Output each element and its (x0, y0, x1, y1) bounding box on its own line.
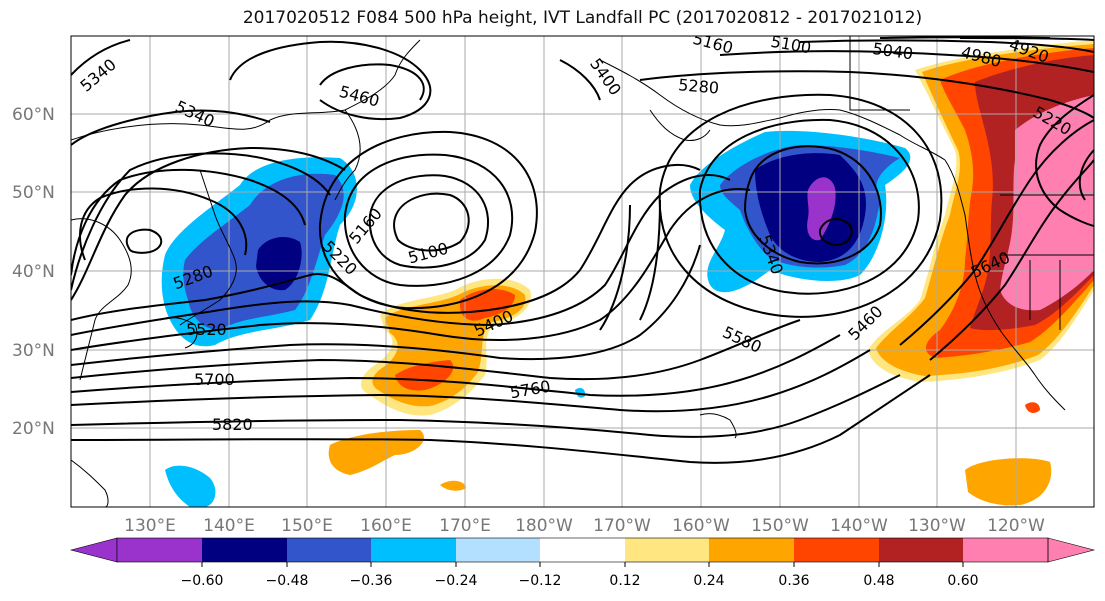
colorbar-extend-high (1047, 537, 1096, 563)
contour-label: 5100 (769, 32, 812, 58)
lon-label: 180°W (515, 516, 573, 536)
contour-label: 5700 (194, 370, 235, 389)
lon-label: 160°W (672, 516, 730, 536)
negative-anomaly-northeast (690, 130, 911, 293)
lat-label-20n: 20°N (12, 419, 55, 439)
colorbar-tick-label: −0.24 (435, 573, 478, 589)
lon-label: 150°W (751, 516, 809, 536)
lon-label: 170°E (439, 516, 491, 536)
colorbar-swatch (540, 538, 625, 562)
contour-label: 5280 (678, 75, 720, 97)
lat-label-60n: 60°N (12, 105, 55, 125)
colorbar-tick-label: 0.36 (778, 573, 809, 589)
colorbar-swatch (117, 538, 202, 562)
lon-label: 140°W (830, 516, 888, 536)
lon-label: 120°W (987, 516, 1045, 536)
colorbar-tick-label: −0.36 (350, 573, 393, 589)
lon-label: 150°E (281, 516, 333, 536)
contour-label: 5820 (212, 415, 253, 434)
colorbar-swatch (371, 538, 456, 562)
negative-anomaly-small (165, 465, 216, 507)
map-frame (70, 35, 1095, 508)
colorbar-swatch (202, 538, 287, 562)
lon-label: 170°W (593, 516, 651, 536)
lon-label: 140°E (203, 516, 255, 536)
colorbar-swatch (287, 538, 371, 562)
colorbar-swatch (794, 538, 879, 562)
colorbar-tick-label: 0.24 (693, 573, 724, 589)
colorbar-swatch (879, 538, 963, 562)
map-content: 5340 5340 5460 5400 5280 5160 5100 5040 … (71, 32, 1094, 507)
colorbar-swatch (963, 538, 1048, 562)
colorbar: −0.60 −0.48 −0.36 −0.24 −0.12 0.12 0.24 … (69, 537, 1096, 589)
positive-anomaly-subtropical (328, 278, 531, 491)
colorbar-extend-low (69, 537, 118, 563)
lon-label: 130°E (124, 516, 176, 536)
colorbar-swatch (709, 538, 794, 562)
colorbar-tick-label: −0.60 (181, 573, 224, 589)
colorbar-tick-label: −0.48 (266, 573, 309, 589)
lat-label-50n: 50°N (12, 183, 55, 203)
colorbar-swatch (625, 538, 709, 562)
chart-title: 2017020512 F084 500 hPa height, IVT Land… (242, 8, 923, 28)
lat-label-30n: 30°N (12, 341, 55, 361)
coastlines (71, 36, 1094, 507)
graticule (71, 36, 1094, 507)
latitude-labels: 60°N 50°N 40°N 30°N 20°N (12, 105, 55, 439)
height-contours (71, 36, 1094, 464)
colorbar-tick-label: −0.12 (519, 573, 562, 589)
positive-anomaly-west-coast (868, 40, 1094, 506)
colorbar-tick-label: 0.48 (863, 573, 894, 589)
lon-label: 130°W (908, 516, 966, 536)
colorbar-tick-label: 0.12 (609, 573, 640, 589)
colorbar-swatch (456, 538, 540, 562)
contour-label: 5520 (186, 320, 227, 339)
colorbar-frame (116, 537, 1049, 563)
longitude-labels: 130°E 140°E 150°E 160°E 170°E 180°W 170°… (124, 516, 1045, 536)
colorbar-tick-label: 0.60 (947, 573, 978, 589)
lon-label: 160°E (360, 516, 412, 536)
lat-label-40n: 40°N (12, 262, 55, 282)
